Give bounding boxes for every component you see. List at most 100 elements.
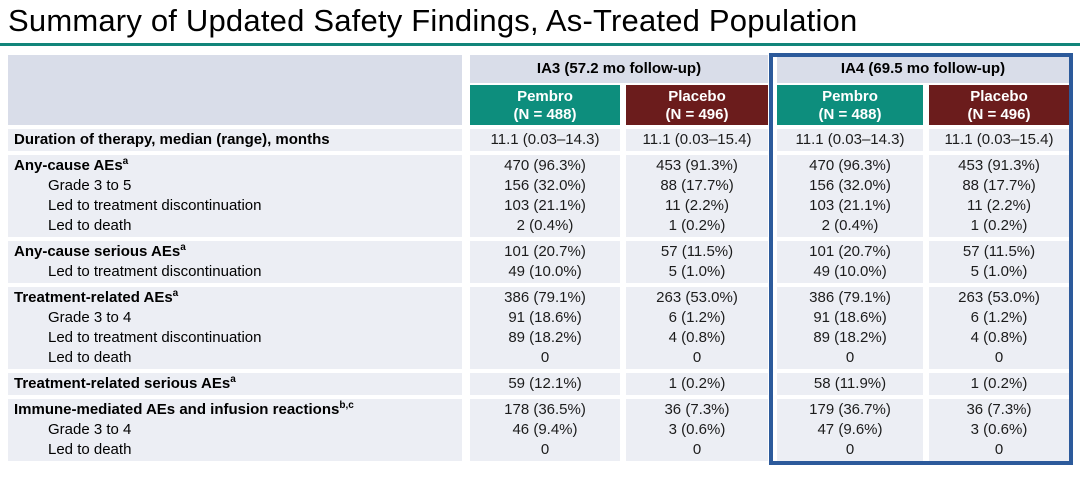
footnote-marker: a <box>122 156 129 167</box>
data-cell: 11.1 (0.03–15.4) <box>929 129 1069 151</box>
footnote-marker: a <box>172 288 179 299</box>
row-label: Grade 3 to 4 <box>48 421 132 438</box>
column-group-ia4: IA4 (69.5 mo follow-up) Pembro (N = 488)… <box>777 55 1069 125</box>
data-value: 1 (0.2%) <box>970 217 1028 234</box>
data-cell: 1 (0.2%) <box>929 373 1069 395</box>
data-cell: 11.1 (0.03–14.3) <box>777 129 923 151</box>
data-value: 0 <box>692 349 702 366</box>
data-cell: 178 (36.5%) 46 (9.4%) 0 <box>470 399 620 461</box>
data-value: 0 <box>692 441 702 458</box>
data-value: 5 (1.0%) <box>668 263 726 280</box>
data-cell: 11.1 (0.03–15.4) <box>626 129 768 151</box>
data-value: 1 (0.2%) <box>668 217 726 234</box>
data-value: 386 (79.1%) <box>504 289 586 306</box>
data-value: 57 (11.5%) <box>660 243 734 260</box>
data-value: 386 (79.1%) <box>809 289 891 306</box>
arm-header-row-ia4: Pembro (N = 488) Placebo (N = 496) <box>777 85 1069 125</box>
group-label-ia3: IA3 (57.2 mo follow-up) <box>470 55 768 83</box>
table-section: Treatment-related serious AEsa 59 (12.1%)… <box>8 373 1072 395</box>
data-cell: 101 (20.7%) 49 (10.0%) <box>777 241 923 283</box>
data-value: 49 (10.0%) <box>813 263 887 280</box>
row-label-cell: Any-cause serious AEsa Led to treatment d… <box>8 241 462 283</box>
data-value: 88 (17.7%) <box>962 177 1036 194</box>
data-value: 0 <box>845 349 855 366</box>
footnote-marker: a <box>180 242 186 253</box>
safety-table: IA3 (57.2 mo follow-up) Pembro (N = 488)… <box>0 53 1073 465</box>
row-label: Led to treatment discontinuation <box>48 197 262 214</box>
data-value: 36 (7.3%) <box>966 401 1032 418</box>
row-label: Led to treatment discontinuation <box>48 263 262 280</box>
data-cell: 59 (12.1%) <box>470 373 620 395</box>
arm-header-ia3-placebo: Placebo (N = 496) <box>626 85 768 125</box>
arm-header-ia4-placebo: Placebo (N = 496) <box>929 85 1069 125</box>
row-label: Led to death <box>48 441 132 458</box>
row-label: Duration of therapy, median (range), mon… <box>14 131 330 148</box>
data-value: 1 (0.2%) <box>970 375 1028 392</box>
data-value: 156 (32.0%) <box>504 177 586 194</box>
data-cell: 453 (91.3%) 88 (17.7%) 11 (2.2%) 1 (0.2%) <box>929 155 1069 237</box>
data-cell: 470 (96.3%) 156 (32.0%) 103 (21.1%) 2 (0.4%… <box>470 155 620 237</box>
data-cell: 11.1 (0.03–14.3) <box>470 129 620 151</box>
row-label: Immune-mediated AEs and infusion reactio… <box>14 400 354 419</box>
data-value: 0 <box>994 441 1004 458</box>
data-value: 89 (18.2%) <box>508 329 582 346</box>
data-value: 101 (20.7%) <box>809 243 891 260</box>
arm-header-ia3-pembro: Pembro (N = 488) <box>470 85 620 125</box>
arm-name: Placebo <box>668 87 726 105</box>
data-value: 103 (21.1%) <box>809 197 891 214</box>
row-label-cell: Any-cause AEsa Grade 3 to 5 Led to treatme… <box>8 155 462 237</box>
arm-n: (N = 488) <box>818 105 882 123</box>
arm-header-row-ia3: Pembro (N = 488) Placebo (N = 496) <box>470 85 768 125</box>
data-value: 11.1 (0.03–15.4) <box>642 131 752 148</box>
data-value: 470 (96.3%) <box>809 157 891 174</box>
row-label: Led to treatment discontinuation <box>48 329 262 346</box>
arm-name: Placebo <box>970 87 1028 105</box>
title-underline <box>0 43 1080 46</box>
data-cell: 453 (91.3%) 88 (17.7%) 11 (2.2%) 1 (0.2%) <box>626 155 768 237</box>
data-cell: 1 (0.2%) <box>626 373 768 395</box>
table-section: Duration of therapy, median (range), mon… <box>8 129 1072 151</box>
table-body: Duration of therapy, median (range), mon… <box>8 129 1072 461</box>
data-value: 470 (96.3%) <box>504 157 586 174</box>
data-cell: 470 (96.3%) 156 (32.0%) 103 (21.1%) 2 (0.4%… <box>777 155 923 237</box>
data-value: 88 (17.7%) <box>660 177 734 194</box>
data-value: 11 (2.2%) <box>967 197 1031 214</box>
data-value: 11.1 (0.03–14.3) <box>795 131 905 148</box>
data-value: 91 (18.6%) <box>508 309 582 326</box>
table-section: Treatment-related AEsa Grade 3 to 4 Led to… <box>8 287 1072 369</box>
data-value: 36 (7.3%) <box>664 401 730 418</box>
arm-n: (N = 488) <box>513 105 577 123</box>
row-label: Grade 3 to 4 <box>48 309 132 326</box>
data-value: 6 (1.2%) <box>970 309 1028 326</box>
arm-name: Pembro <box>822 87 878 105</box>
row-label-cell: Immune-mediated AEs and infusion reactio… <box>8 399 462 461</box>
row-label-header <box>8 55 462 125</box>
row-label-cell: Treatment-related serious AEsa <box>8 373 462 395</box>
group-label-ia4: IA4 (69.5 mo follow-up) <box>777 55 1069 83</box>
data-value: 156 (32.0%) <box>809 177 891 194</box>
data-cell: 179 (36.7%) 47 (9.6%) 0 <box>777 399 923 461</box>
table-section: Immune-mediated AEs and infusion reactio… <box>8 399 1072 461</box>
data-value: 453 (91.3%) <box>958 157 1040 174</box>
data-cell: 57 (11.5%) 5 (1.0%) <box>626 241 768 283</box>
data-value: 49 (10.0%) <box>508 263 582 280</box>
data-value: 5 (1.0%) <box>970 263 1028 280</box>
footnote-marker: b,c <box>339 400 354 411</box>
data-value: 11.1 (0.03–14.3) <box>490 131 600 148</box>
row-label: Led to death <box>48 349 132 366</box>
table-header: IA3 (57.2 mo follow-up) Pembro (N = 488)… <box>8 55 1072 125</box>
row-label: Led to death <box>48 217 132 234</box>
table-section: Any-cause AEsa Grade 3 to 5 Led to treatme… <box>8 155 1072 237</box>
data-value: 0 <box>845 441 855 458</box>
table-section: Any-cause serious AEsa Led to treatment d… <box>8 241 1072 283</box>
arm-n: (N = 496) <box>665 105 729 123</box>
data-cell: 386 (79.1%) 91 (18.6%) 89 (18.2%) 0 <box>470 287 620 369</box>
data-value: 58 (11.9%) <box>813 375 887 392</box>
data-value: 11.1 (0.03–15.4) <box>944 131 1054 148</box>
row-label: Treatment-related serious AEsa <box>14 374 236 393</box>
row-label: Any-cause AEsa <box>14 156 129 175</box>
data-value: 263 (53.0%) <box>958 289 1040 306</box>
data-cell: 263 (53.0%) 6 (1.2%) 4 (0.8%) 0 <box>929 287 1069 369</box>
arm-n: (N = 496) <box>967 105 1031 123</box>
